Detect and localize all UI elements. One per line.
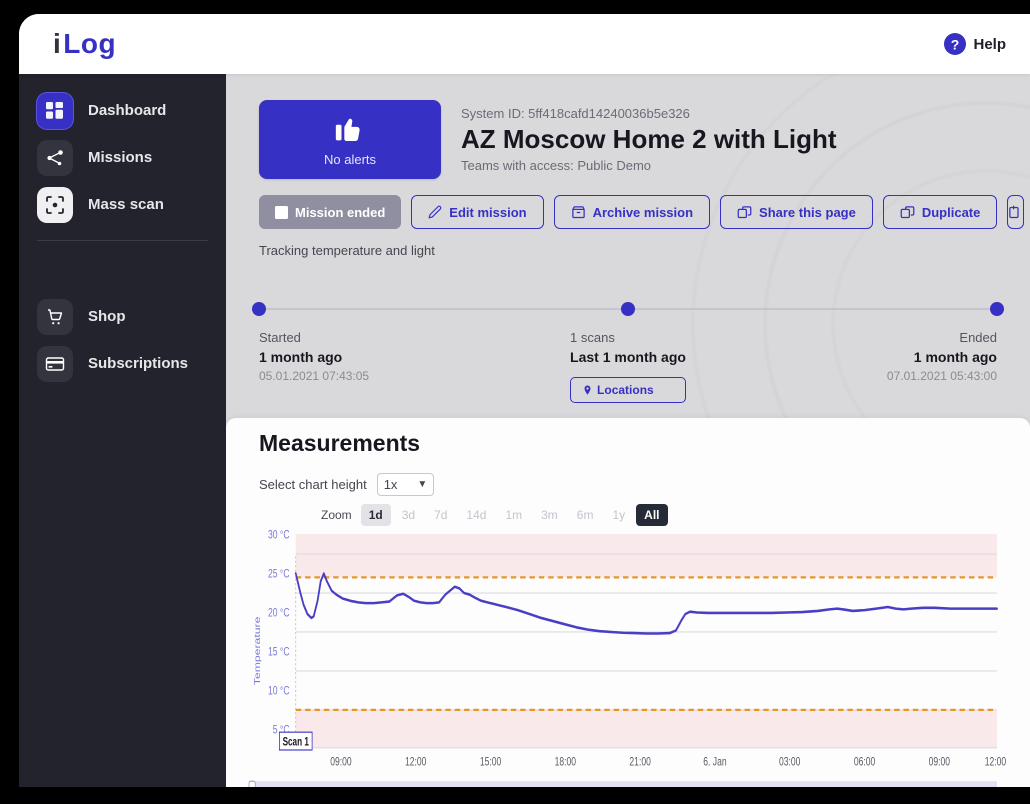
svg-text:Scan 1: Scan 1: [283, 736, 310, 749]
svg-text:10 °C: 10 °C: [268, 684, 290, 698]
svg-text:?: ?: [951, 37, 960, 53]
svg-text:30 °C: 30 °C: [268, 528, 290, 542]
svg-text:12:00: 12:00: [405, 755, 427, 769]
svg-text:03:00: 03:00: [779, 755, 801, 769]
svg-text:15:00: 15:00: [480, 755, 502, 769]
svg-text:06:00: 06:00: [854, 755, 876, 769]
svg-text:18:00: 18:00: [555, 755, 577, 769]
svg-text:21:00: 21:00: [629, 755, 651, 769]
svg-text:09:00: 09:00: [330, 755, 352, 769]
svg-text:20 °C: 20 °C: [268, 606, 290, 620]
svg-text:09:00: 09:00: [929, 755, 951, 769]
svg-text:12:00: 12:00: [985, 755, 1007, 769]
svg-text:6. Jan: 6. Jan: [703, 755, 726, 769]
svg-text:15 °C: 15 °C: [268, 645, 290, 659]
svg-text:25 °C: 25 °C: [268, 567, 290, 581]
svg-text:Temperature: Temperature: [253, 616, 263, 685]
